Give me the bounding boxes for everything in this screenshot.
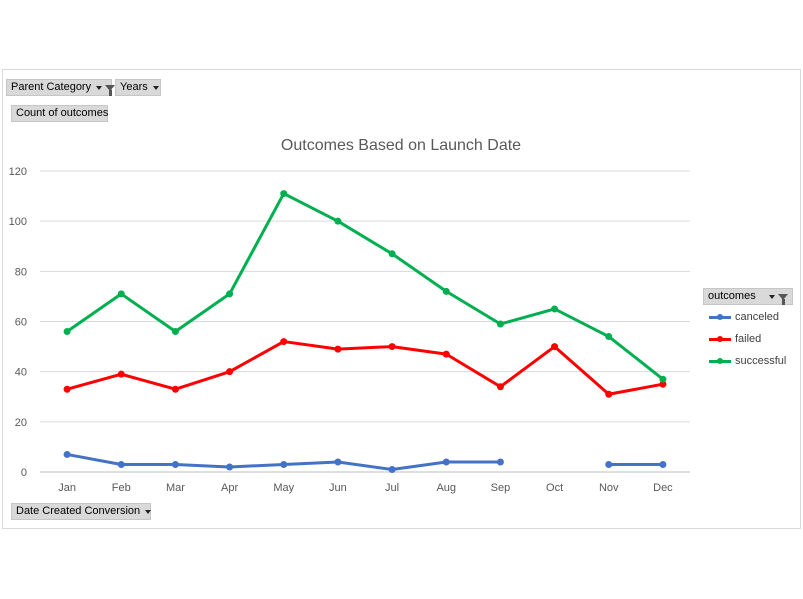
x-tick-label: Nov [599, 482, 619, 494]
x-tick-label: Sep [491, 482, 511, 494]
data-point-canceled [659, 460, 667, 468]
years-filter-button[interactable]: Years [115, 79, 161, 96]
data-point-successful [605, 333, 613, 341]
data-point-successful [334, 217, 342, 225]
x-tick-label: Apr [221, 482, 238, 494]
data-point-canceled [496, 458, 504, 466]
legend-swatch [709, 312, 731, 322]
data-point-failed [171, 385, 179, 393]
data-point-successful [442, 287, 450, 295]
data-point-successful [226, 290, 234, 298]
x-tick-label: Dec [653, 482, 673, 494]
data-point-failed [388, 343, 396, 351]
parent-category-label: Parent Category [11, 81, 92, 93]
data-point-successful [496, 320, 504, 328]
data-point-failed [659, 380, 667, 388]
legend-swatch [709, 356, 731, 366]
outcomes-label: outcomes [708, 290, 756, 302]
legend-item-canceled: canceled [709, 310, 779, 324]
data-point-successful [659, 375, 667, 383]
axis-field-button[interactable]: Date Created Conversion [11, 503, 152, 520]
dropdown-arrow-icon [96, 85, 103, 90]
data-point-failed [63, 385, 71, 393]
data-point-failed [117, 370, 125, 378]
data-point-canceled [171, 460, 179, 468]
data-point-failed [334, 345, 342, 353]
filter-icon [778, 293, 788, 305]
data-point-successful [551, 305, 559, 313]
legend-label: canceled [735, 311, 780, 323]
chart-title: Outcomes Based on Launch Date [281, 137, 521, 154]
dropdown-arrow-icon [145, 509, 152, 514]
y-tick-label: 40 [15, 367, 27, 379]
x-tick-label: Jan [58, 482, 76, 494]
legend-label: successful [735, 355, 787, 367]
axis-field-label: Date Created Conversion [16, 505, 141, 517]
y-tick-label: 100 [9, 216, 27, 228]
data-point-canceled [117, 460, 125, 468]
value-field-label: Count of outcomes [16, 107, 109, 119]
chart-area [2, 69, 801, 529]
legend-item-failed: failed [709, 332, 761, 346]
outcomes-filter-button[interactable]: outcomes [703, 288, 793, 305]
series-line-successful [65, 192, 665, 381]
x-tick-label: May [273, 482, 294, 494]
x-tick-label: Feb [112, 482, 131, 494]
x-tick-label: Mar [166, 482, 185, 494]
data-point-failed [551, 343, 559, 351]
y-tick-label: 0 [21, 467, 27, 479]
x-tick-label: Jul [385, 482, 399, 494]
data-point-canceled [280, 460, 288, 468]
parent-category-filter-button[interactable]: Parent Category [6, 79, 116, 96]
data-point-failed [496, 383, 504, 391]
value-field-button[interactable]: Count of outcomes [11, 105, 108, 122]
data-point-canceled [388, 465, 396, 473]
legend-label: failed [735, 333, 762, 345]
legend-swatch [709, 334, 731, 344]
x-tick-label: Jun [329, 482, 347, 494]
data-point-successful [63, 328, 71, 336]
dropdown-arrow-icon [769, 294, 775, 299]
data-point-canceled [442, 458, 450, 466]
data-point-successful [171, 328, 179, 336]
filter-icon [105, 84, 116, 96]
data-point-failed [605, 390, 613, 398]
data-point-canceled [605, 460, 613, 468]
data-point-failed [280, 338, 288, 346]
x-tick-label: Oct [546, 482, 563, 494]
y-tick-label: 80 [15, 266, 27, 278]
data-point-canceled [226, 463, 234, 471]
y-tick-label: 20 [15, 417, 27, 429]
legend-item-successful: successful [709, 354, 786, 368]
data-point-successful [280, 190, 288, 198]
data-point-failed [442, 350, 450, 358]
data-point-successful [388, 250, 396, 258]
y-tick-label: 60 [15, 317, 27, 329]
dropdown-arrow-icon [152, 85, 159, 90]
years-label: Years [120, 81, 148, 93]
data-point-canceled [334, 458, 342, 466]
data-point-canceled [63, 450, 71, 458]
data-point-failed [226, 368, 234, 376]
y-tick-label: 120 [9, 166, 27, 178]
x-tick-label: Aug [436, 482, 456, 494]
data-point-successful [117, 290, 125, 298]
series-line-failed [65, 340, 665, 396]
